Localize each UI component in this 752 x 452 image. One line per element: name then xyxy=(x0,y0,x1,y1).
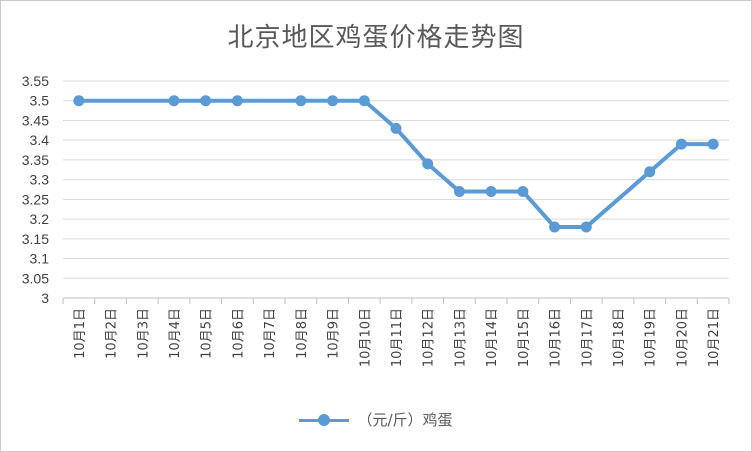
x-tick-label: 10月15日 xyxy=(517,308,532,367)
y-tick-label: 3.45 xyxy=(22,112,49,128)
x-tick-label: 10月4日 xyxy=(168,308,183,359)
x-tick-label: 10月9日 xyxy=(327,308,342,359)
data-point xyxy=(422,158,434,170)
y-tick-label: 3.05 xyxy=(22,270,49,286)
data-point xyxy=(580,221,592,233)
x-tick-label: 10月10日 xyxy=(358,308,373,367)
data-point xyxy=(675,138,687,150)
data-point xyxy=(231,95,243,107)
data-point xyxy=(549,221,561,233)
x-tick-label: 10月18日 xyxy=(612,308,627,367)
plot-area: 3 3.05 3.1 3.15 3.2 3.25 3.3 3.35 3.4 3.45 3.5 3.55… xyxy=(22,73,730,367)
y-tick-label: 3 xyxy=(41,290,49,306)
data-point xyxy=(358,95,370,107)
chart-title: 北京地区鸡蛋价格走势图 xyxy=(227,23,525,53)
y-tick-label: 3.5 xyxy=(30,93,50,109)
series-line xyxy=(76,98,716,229)
data-point xyxy=(73,95,85,107)
data-point xyxy=(168,95,180,107)
x-tick-label: 10月13日 xyxy=(453,308,468,367)
x-tick-label: 10月8日 xyxy=(295,308,310,359)
x-tick-label: 10月20日 xyxy=(675,308,690,367)
legend-label: （元/斤）鸡蛋 xyxy=(357,411,453,429)
x-tick-label: 10月21日 xyxy=(707,308,722,367)
data-point xyxy=(707,138,719,150)
x-tick-label: 10月12日 xyxy=(422,308,437,367)
y-tick-label: 3.2 xyxy=(30,211,50,227)
x-tick-label: 10月1日 xyxy=(73,308,88,359)
data-point xyxy=(390,122,402,134)
x-tick-label: 10月17日 xyxy=(580,308,595,367)
x-tick-label: 10月14日 xyxy=(485,308,500,367)
x-tick-label: 10月2日 xyxy=(105,308,120,359)
legend-line-marker-icon xyxy=(299,412,350,428)
data-point xyxy=(327,95,339,107)
y-tick-label: 3.15 xyxy=(22,231,49,247)
x-tick-label: 10月3日 xyxy=(136,308,151,359)
x-tick-label: 10月19日 xyxy=(644,308,659,367)
y-tick-label: 3.4 xyxy=(30,132,50,148)
y-tick-label: 3.1 xyxy=(30,251,50,267)
data-point xyxy=(485,185,497,197)
y-tick-label: 3.35 xyxy=(22,152,49,168)
y-tick-label: 3.3 xyxy=(30,172,50,188)
data-point xyxy=(644,166,656,178)
x-tick-label: 10月7日 xyxy=(263,308,278,359)
x-tick-label: 10月11日 xyxy=(390,308,405,367)
data-point xyxy=(295,95,307,107)
x-tick-label: 10月6日 xyxy=(231,308,246,359)
data-point xyxy=(453,185,465,197)
y-tick-label: 3.55 xyxy=(22,73,49,89)
legend: （元/斤）鸡蛋 xyxy=(1,409,751,430)
data-point xyxy=(200,95,212,107)
y-tick-label: 3.25 xyxy=(22,191,49,207)
data-point xyxy=(517,185,529,197)
x-tick-label: 10月16日 xyxy=(549,308,564,367)
x-tick-label: 10月5日 xyxy=(200,308,215,359)
